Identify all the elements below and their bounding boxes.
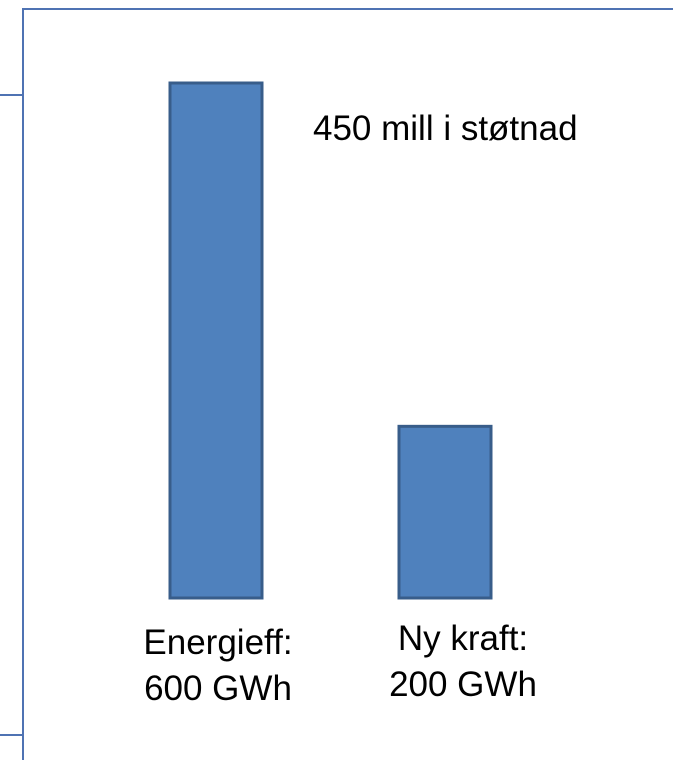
category-label-energieff: Energieff: 600 GWh (118, 620, 318, 712)
category-name: Ny kraft: (397, 619, 529, 658)
frame-left-line (22, 8, 24, 760)
chart-annotation: 450 mill i støtnad (313, 109, 578, 148)
frame-upper-tick (0, 94, 22, 96)
category-value: 200 GWh (389, 665, 537, 704)
bar-ny-kraft (397, 424, 493, 600)
frame-top-line (22, 8, 673, 10)
category-value: 600 GWh (144, 669, 292, 708)
category-label-ny-kraft: Ny kraft: 200 GWh (348, 616, 578, 708)
bar-energieff (168, 81, 264, 600)
category-name: Energieff: (143, 623, 293, 662)
frame-lower-tick (0, 734, 22, 736)
